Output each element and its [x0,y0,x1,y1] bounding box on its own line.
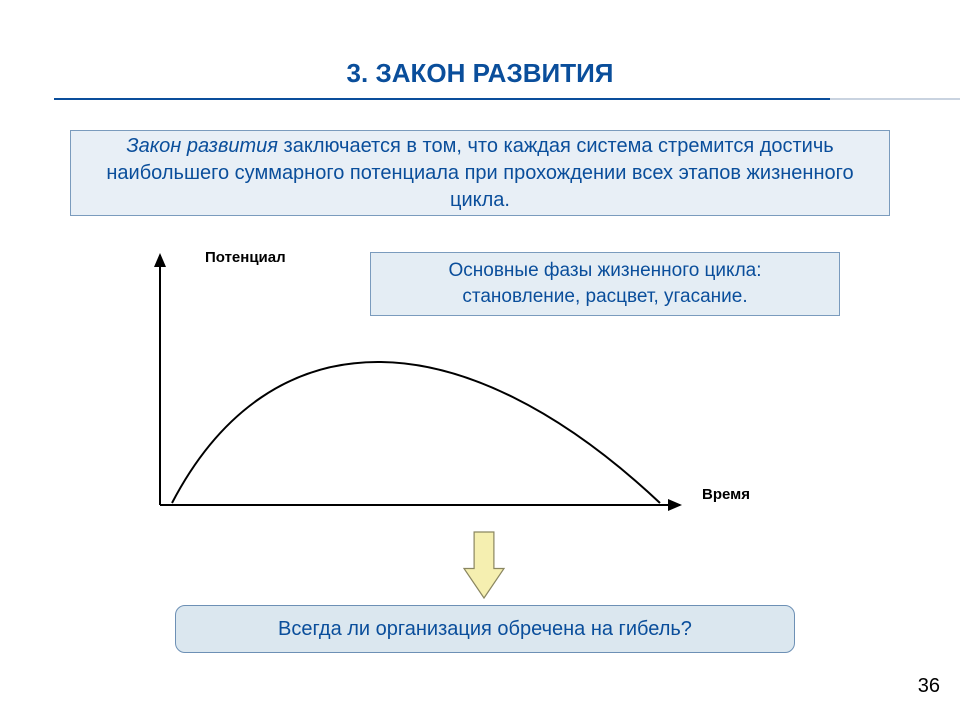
page-number: 36 [918,675,940,698]
question-box: Всегда ли организация обречена на гибель… [175,605,795,653]
title-underline [54,98,830,100]
question-text: Всегда ли организация обречена на гибель… [190,618,780,641]
arrow-down-icon [462,530,506,600]
slide: 3. ЗАКОН РАЗВИТИЯ Закон развития заключа… [0,0,960,720]
definition-box: Закон развития заключается в том, что ка… [70,130,890,216]
y-axis-label: Потенциал [205,249,286,266]
title-underline-light [830,98,960,100]
lifecycle-chart [120,245,700,525]
definition-lead: Закон развития [126,135,278,157]
x-axis-label: Время [702,486,750,503]
title: 3. ЗАКОН РАЗВИТИЯ [0,58,960,89]
